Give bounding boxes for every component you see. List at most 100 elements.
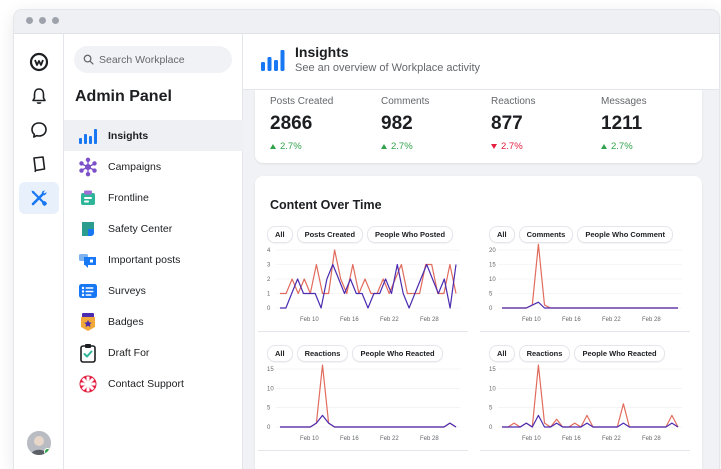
chat-button[interactable] [19,114,59,146]
series-line [502,243,678,309]
sidebar-item-label: Draft For [108,346,150,359]
series-line [502,414,679,428]
stats-summary-card: Posts Created 2866 2.7% Comments 982 2.7… [255,90,702,163]
search-input[interactable] [99,53,219,66]
notifications-button[interactable] [19,80,59,112]
chart-reactions-left: All Reactions People Who Reacted 0 5 10 15 F… [258,343,468,451]
content-over-time-card: Content Over Time All Posts Created Peop… [255,176,702,469]
x-tick-label: Feb 10 [522,436,541,442]
filter-chip-series-1[interactable]: Reactions [296,345,349,362]
workplace-logo-button[interactable] [19,46,59,78]
tools-icon [31,190,47,206]
y-tick-label: 4 [267,248,271,254]
line-chart: 0 5 10 15 Feb 10 Feb 16 Feb 22 Feb 28 [267,364,460,442]
sidebar-item-frontline[interactable]: Frontline [64,182,243,213]
sidebar-item-label: Frontline [108,191,149,204]
section-title: Content Over Time [270,198,382,212]
safety-center-icon [77,218,99,240]
chart-filter-chips: All Reactions People Who Reacted [489,345,669,362]
x-tick-label: Feb 28 [420,317,439,323]
stat-change: 2.7% [601,141,711,152]
y-tick-label: 5 [267,406,271,412]
y-tick-label: 1 [267,292,271,298]
draft-for-icon [77,342,99,364]
arrow-down-icon [491,144,497,149]
x-tick-label: Feb 16 [562,436,581,442]
panel-title: Admin Panel [75,88,172,105]
sidebar-item-campaigns[interactable]: Campaigns [64,151,243,182]
main-content: Insights See an overview of Workplace ac… [243,34,719,469]
window-maximize-dot[interactable] [52,17,59,24]
bar-chart-icon [77,125,99,147]
sidebar-item-insights[interactable]: Insights [64,120,243,151]
x-tick-label: Feb 10 [300,436,319,442]
filter-chip-series-2[interactable]: People Who Comment [577,226,673,243]
sidebar-item-label: Insights [108,129,149,142]
stat-change: 2.7% [491,141,601,152]
window-minimize-dot[interactable] [39,17,46,24]
x-tick-label: Feb 22 [380,436,399,442]
y-tick-label: 0 [267,425,271,431]
badges-icon [77,311,99,333]
x-tick-label: Feb 16 [562,317,581,323]
lifebuoy-icon [77,373,99,395]
chart-filter-chips: All Comments People Who Comment [489,226,677,243]
sidebar-item-badges[interactable]: Badges [64,306,243,337]
y-tick-label: 15 [489,263,496,269]
filter-chip-all[interactable]: All [489,345,515,362]
series-line [280,414,457,428]
y-tick-label: 3 [267,263,271,269]
chart-posts: All Posts Created People Who Posted 0 1 2 3… [258,224,468,332]
arrow-up-icon [270,144,276,149]
search-box[interactable] [74,46,232,73]
stat-change-value: 2.7% [391,141,413,152]
filter-chip-series-1[interactable]: Comments [518,226,574,243]
sidebar-item-label: Surveys [108,284,146,297]
admin-tools-button[interactable] [19,182,59,214]
chart-filter-chips: All Posts Created People Who Posted [267,226,457,243]
stat-change-value: 2.7% [611,141,633,152]
x-tick-label: Feb 28 [642,436,661,442]
filter-chip-series-2[interactable]: People Who Reacted [574,345,665,362]
filter-chip-series-1[interactable]: Posts Created [296,226,364,243]
y-tick-label: 15 [489,367,496,373]
y-tick-label: 2 [267,277,271,283]
stat-change-value: 2.7% [501,141,523,152]
bell-icon [32,88,46,104]
book-icon [33,156,46,173]
stat-posts-created: Posts Created 2866 2.7% [270,96,380,152]
sidebar-item-contact-support[interactable]: Contact Support [64,368,243,399]
page-header: Insights See an overview of Workplace ac… [243,34,719,90]
y-tick-label: 0 [489,306,493,312]
stat-label: Reactions [491,96,536,107]
filter-chip-all[interactable]: All [267,345,293,362]
chart-comments: All Comments People Who Comment 0 5 10 15 20… [480,224,690,332]
arrow-up-icon [601,144,607,149]
stat-value: 2866 [270,113,313,134]
window-close-dot[interactable] [26,17,33,24]
y-tick-label: 10 [489,386,496,392]
series-line [502,301,678,309]
line-chart: 0 5 10 15 Feb 10 Feb 16 Feb 22 Feb 28 [489,364,682,442]
filter-chip-all[interactable]: All [267,226,293,243]
stat-label: Messages [601,96,647,107]
filter-chip-series-1[interactable]: Reactions [518,345,571,362]
sidebar-item-surveys[interactable]: Surveys [64,275,243,306]
sidebar-item-label: Contact Support [108,377,184,390]
chat-bubble-icon [31,122,47,138]
avatar[interactable] [27,431,51,455]
sidebar-item-important-posts[interactable]: Important posts [64,244,243,275]
knowledge-library-button[interactable] [19,148,59,180]
stat-comments: Comments 982 2.7% [381,96,491,152]
window-titlebar [14,10,719,34]
stat-label: Posts Created [270,96,334,107]
filter-chip-series-2[interactable]: People Who Posted [367,226,454,243]
filter-chip-all[interactable]: All [489,226,515,243]
x-tick-label: Feb 16 [340,317,359,323]
workplace-logo-icon [29,52,49,72]
sidebar-item-label: Important posts [108,253,181,266]
sidebar-item-safety-center[interactable]: Safety Center [64,213,243,244]
sidebar-item-draft-for[interactable]: Draft For [64,337,243,368]
arrow-up-icon [381,144,387,149]
filter-chip-series-2[interactable]: People Who Reacted [352,345,443,362]
